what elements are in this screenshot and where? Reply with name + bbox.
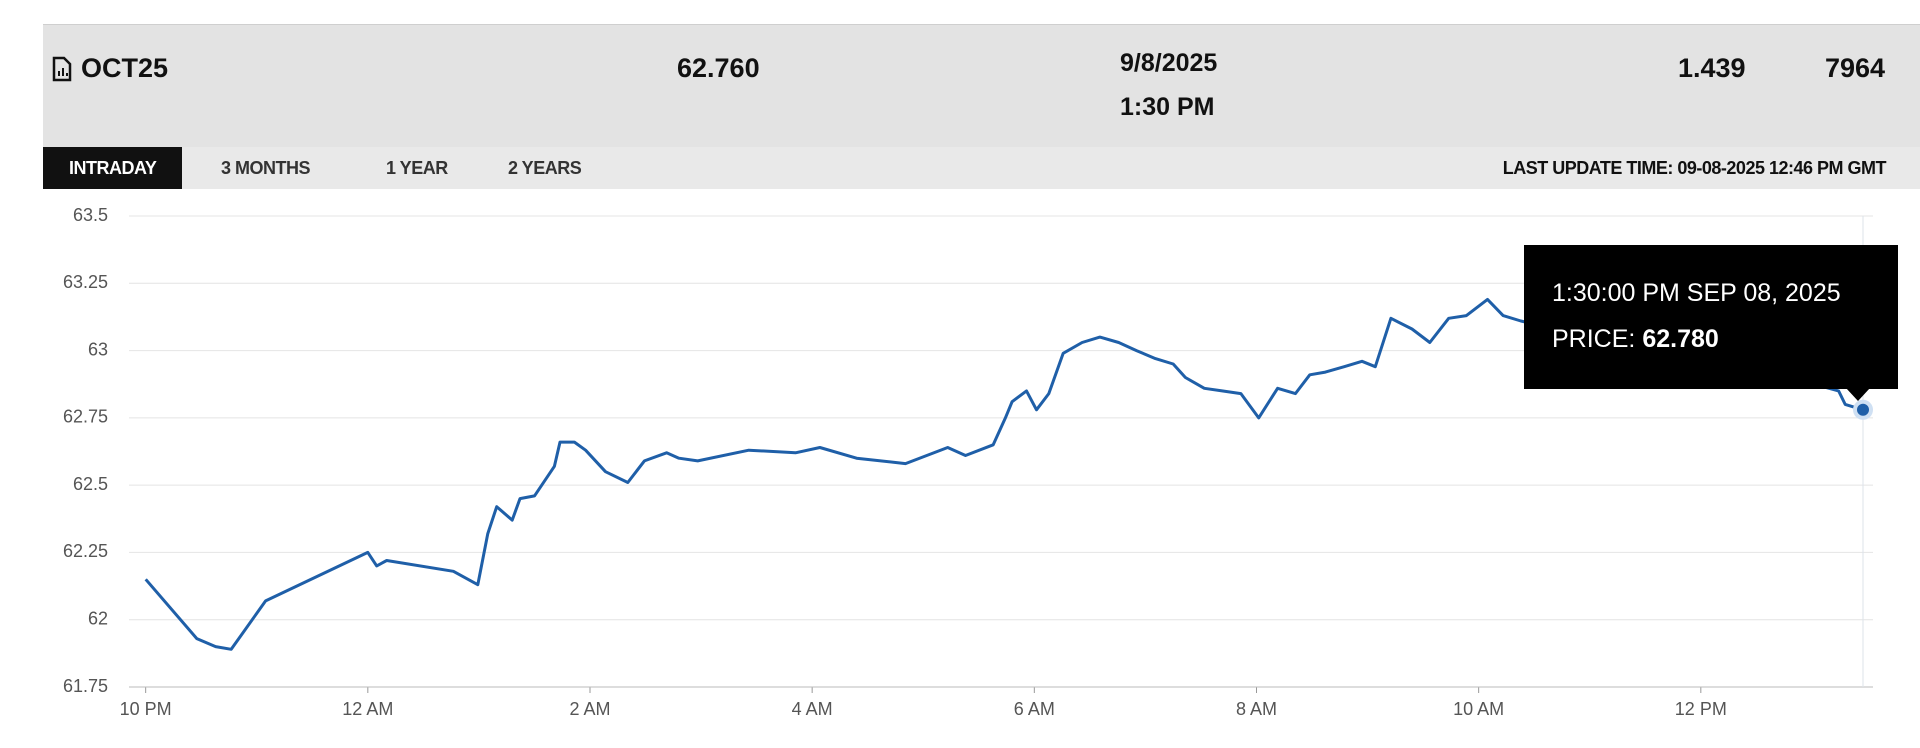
x-tick-label: 12 PM xyxy=(1675,699,1727,719)
tab[interactable]: 1 YEAR xyxy=(386,158,448,178)
x-tick-label: 6 AM xyxy=(1014,699,1055,719)
x-tick-label: 2 AM xyxy=(569,699,610,719)
change: 1.439 xyxy=(1678,53,1746,83)
tooltip-price: PRICE: 62.780 xyxy=(1552,325,1719,354)
y-tick-label: 62 xyxy=(88,608,108,628)
tab[interactable]: 3 MONTHS xyxy=(221,158,311,178)
quote-header: OCT25 62.760 9/8/2025 1:30 PM 1.439 7964 xyxy=(43,24,1920,147)
y-tick-label: 63.25 xyxy=(63,272,108,292)
y-tick-label: 62.25 xyxy=(63,541,108,561)
y-tick-label: 63.5 xyxy=(73,205,108,225)
x-tick-label: 4 AM xyxy=(792,699,833,719)
hover-point xyxy=(1853,399,1874,420)
tooltip: 1:30:00 PM SEP 08, 2025 PRICE: 62.780 xyxy=(1524,245,1898,401)
tooltip-arrow xyxy=(1846,388,1870,401)
x-tick-label: 12 AM xyxy=(342,699,393,719)
tab[interactable]: 2 YEARS xyxy=(508,158,582,178)
time: 1:30 PM xyxy=(1120,93,1215,121)
x-tick-label: 10 AM xyxy=(1453,699,1504,719)
date: 9/8/2025 xyxy=(1120,49,1218,77)
y-tick-label: 63 xyxy=(88,339,108,359)
tab[interactable]: INTRADAY xyxy=(43,147,183,189)
y-tick-label: 62.5 xyxy=(73,474,108,494)
doc-icon xyxy=(52,56,72,82)
price: 62.760 xyxy=(677,53,760,83)
range-tabs: INTRADAY 3 MONTHS 1 YEAR 2 YEARS LAST UP… xyxy=(43,147,1920,189)
tooltip-price-value: 62.780 xyxy=(1642,325,1719,353)
tooltip-price-label: PRICE: xyxy=(1552,325,1636,353)
x-tick-label: 8 AM xyxy=(1236,699,1277,719)
tooltip-time: 1:30:00 PM SEP 08, 2025 xyxy=(1552,279,1841,307)
x-tick-label: 10 PM xyxy=(120,699,172,719)
price-line xyxy=(144,297,1864,651)
last-update: LAST UPDATE TIME: 09-08-2025 12:46 PM GM… xyxy=(1502,158,1887,178)
y-tick-label: 62.75 xyxy=(63,407,108,427)
symbol: OCT25 xyxy=(81,53,169,83)
y-tick-label: 61.75 xyxy=(63,676,108,696)
volume: 7964 xyxy=(1825,53,1886,83)
